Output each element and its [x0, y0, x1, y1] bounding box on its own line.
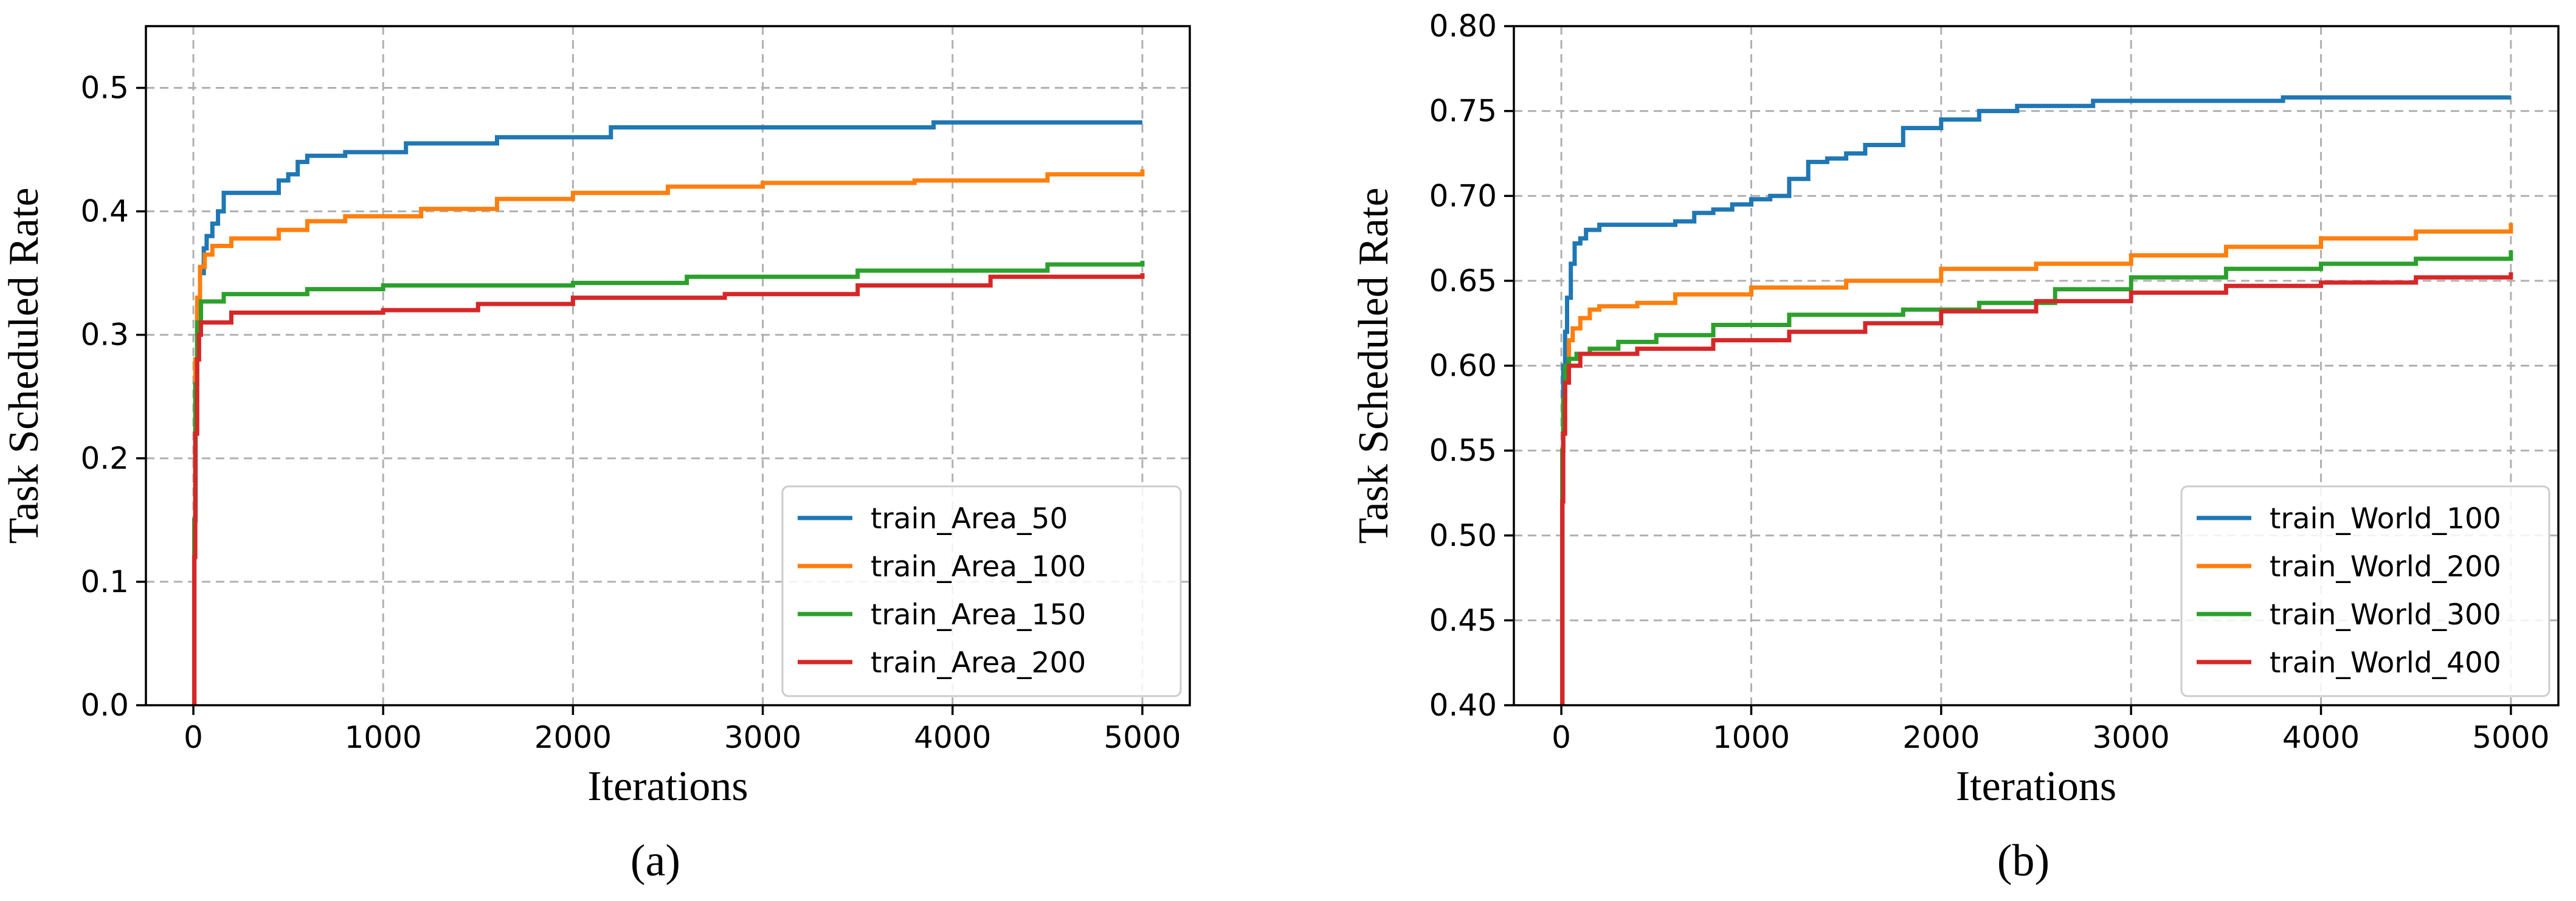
- series-line-train_World_100: [1560, 95, 2511, 705]
- legend-entry: train_World_200: [2270, 550, 2501, 584]
- y-tick-label: 0.5: [80, 71, 129, 106]
- y-tick-label: 0.2: [80, 441, 129, 476]
- series-group: [192, 120, 1145, 705]
- legend-box: [2180, 485, 2550, 697]
- y-tick-label: 0.3: [80, 317, 129, 353]
- legend-entry: train_World_100: [2270, 502, 2501, 536]
- panel-label: (b): [1997, 836, 2049, 886]
- legend-entry: train_Area_50: [871, 502, 1068, 536]
- y-tick-label: 0.0: [80, 688, 129, 723]
- series-line-train_World_400: [1560, 272, 2513, 705]
- legend-entry: train_Area_100: [871, 550, 1086, 584]
- legend-entry: train_World_300: [2270, 598, 2501, 632]
- y-axis-label: Task Scheduled Rate: [1350, 187, 1397, 544]
- x-tick-label: 2000: [1902, 720, 1980, 755]
- y-tick-label: 0.60: [1429, 348, 1497, 384]
- x-tick-label: 0: [184, 720, 203, 755]
- series-line-train_Area_100: [192, 169, 1145, 705]
- x-axis-label: Iterations: [587, 763, 748, 810]
- y-tick-label: 0.1: [80, 564, 129, 599]
- legend-entry: train_World_400: [2270, 646, 2501, 680]
- x-tick-label: 0: [1552, 720, 1571, 755]
- x-tick-label: 1000: [345, 720, 422, 755]
- y-tick-label: 0.70: [1429, 178, 1497, 213]
- chart-panel-1: 0 1000 2000 3000 4000 5000 0.40 0.45 0.50 0.55 0.6…: [1350, 9, 2560, 886]
- legend-entry: train_Area_200: [871, 646, 1086, 680]
- legend: train_Area_50 train_Area_100 train_Area_15…: [781, 485, 1182, 697]
- y-tick-label: 0.50: [1429, 518, 1497, 553]
- x-tick-label: 4000: [2282, 720, 2360, 755]
- series-group: [1560, 95, 2513, 705]
- y-tick-label: 0.65: [1429, 263, 1497, 299]
- legend-entry: train_Area_150: [871, 598, 1086, 632]
- series-line-train_World_300: [1560, 250, 2513, 705]
- chart-panel-0: 0 1000 2000 3000 4000 5000 0.0 0.1 0.2 0.3 0.4 0.5 I…: [1, 25, 1191, 886]
- x-tick-label: 3000: [2093, 720, 2170, 755]
- x-tick-label: 3000: [724, 720, 801, 755]
- y-tick-label: 0.75: [1429, 94, 1497, 129]
- y-tick-label: 0.4: [80, 194, 129, 229]
- legend: train_World_100 train_World_200 train_Worl…: [2180, 485, 2550, 697]
- x-tick-label: 5000: [2472, 720, 2549, 755]
- x-tick-label: 4000: [914, 720, 991, 755]
- y-tick-label: 0.80: [1429, 9, 1497, 44]
- y-axis-label: Task Scheduled Rate: [1, 187, 47, 544]
- series-line-train_Area_200: [192, 273, 1145, 705]
- y-tick-label: 0.45: [1429, 602, 1497, 638]
- x-tick-label: 1000: [1713, 720, 1790, 755]
- x-axis-label: Iterations: [1956, 763, 2116, 810]
- y-tick-label: 0.40: [1429, 688, 1497, 723]
- legend-box: [781, 485, 1182, 697]
- x-tick-label: 5000: [1103, 720, 1181, 755]
- x-tick-label: 2000: [534, 720, 612, 755]
- plot-frame: [145, 25, 1191, 706]
- panel-label: (a): [630, 836, 680, 886]
- y-tick-label: 0.55: [1429, 433, 1497, 468]
